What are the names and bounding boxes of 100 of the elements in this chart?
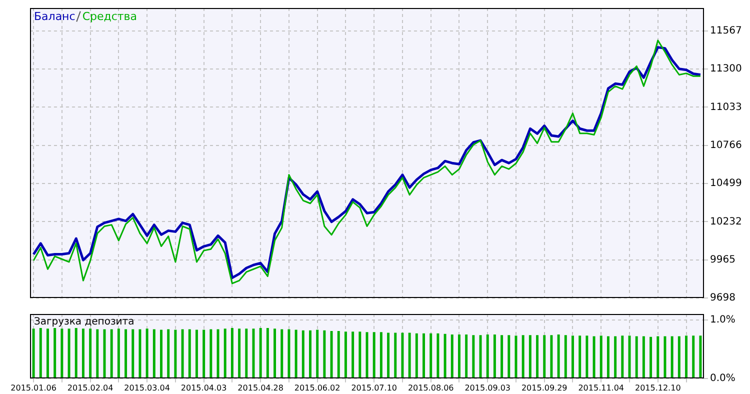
text: Средства (82, 10, 138, 23)
x-tick-label: 2015.03.04 (124, 383, 170, 392)
x-tick-label: 2015.02.04 (67, 383, 114, 392)
bar (692, 336, 695, 378)
y-tick-label: 9965 (710, 254, 736, 266)
bar (68, 328, 70, 378)
x-tick-label: 2015.12.10 (634, 383, 681, 392)
bar (309, 330, 312, 378)
bar (32, 328, 35, 378)
bar (408, 332, 411, 378)
bar (96, 329, 99, 378)
bar (699, 336, 702, 378)
bar (117, 328, 120, 378)
bar (46, 328, 49, 378)
bar (401, 332, 404, 378)
bar (670, 336, 674, 378)
bar (500, 335, 504, 378)
bar (572, 336, 574, 378)
bar (82, 328, 84, 378)
x-tick-label: 2015.06.02 (294, 383, 340, 392)
bar (422, 333, 425, 378)
bar (664, 336, 666, 378)
bar (132, 329, 134, 378)
bar (493, 334, 496, 378)
bar (578, 336, 582, 378)
x-tick-label: 2015.01.06 (10, 383, 56, 392)
bar (330, 330, 333, 378)
bar (557, 334, 560, 378)
bar (302, 330, 304, 378)
bar (181, 329, 184, 378)
bar (635, 336, 638, 378)
y-tick-label: 10232 (710, 216, 742, 228)
bar (274, 328, 276, 378)
x-tick-label: 2015.07.10 (351, 383, 397, 392)
x-tick-label: 2015.09.29 (521, 383, 568, 392)
bar (508, 335, 510, 378)
bar (110, 329, 113, 378)
x-tick-label: 2015.04.03 (180, 383, 227, 392)
bar (372, 332, 376, 378)
y-tick-label: 1.0% (710, 314, 736, 326)
bar (614, 336, 617, 378)
bar (650, 336, 652, 378)
bar (188, 329, 191, 378)
bar (245, 328, 248, 378)
bar (210, 329, 212, 378)
bar (358, 332, 362, 378)
bar (202, 330, 206, 378)
bar (280, 329, 284, 378)
bar (124, 329, 128, 378)
x-tick-label: 2015.11.04 (578, 383, 624, 392)
bar (592, 336, 596, 378)
bar (394, 332, 397, 378)
y-tick-label: 10499 (710, 178, 742, 190)
bar (259, 328, 262, 378)
bar (60, 328, 64, 378)
bar (450, 334, 454, 378)
bar (606, 336, 610, 378)
bar (528, 335, 532, 378)
bar (74, 328, 78, 378)
x-tick-label: 2015.09.03 (464, 383, 511, 392)
bar (465, 334, 468, 378)
bar (294, 330, 298, 378)
bar (458, 334, 460, 378)
y-tick-label: 10766 (710, 140, 742, 151)
bar (564, 335, 567, 378)
bar (138, 329, 142, 378)
bar (195, 330, 198, 378)
bar (152, 329, 156, 378)
bar (479, 335, 482, 378)
bar (160, 330, 162, 378)
bar (600, 336, 602, 378)
bar (146, 328, 148, 378)
bar (543, 335, 546, 378)
bar (522, 335, 524, 378)
bar (550, 335, 553, 378)
bar (230, 328, 234, 378)
bar (472, 335, 475, 378)
bar (238, 328, 241, 378)
chart-title: Загрузка депозита (34, 316, 134, 328)
y-tick-label: 9698 (710, 292, 736, 304)
y-tick-label: 11033 (710, 102, 742, 113)
bar (444, 334, 446, 378)
y-tick-label: 11567 (710, 25, 742, 36)
y-tick-label: 11300 (710, 64, 742, 75)
bar (536, 335, 539, 378)
bar (352, 332, 354, 378)
bar (430, 333, 432, 378)
bar (252, 328, 255, 378)
bar (316, 330, 319, 378)
bar (224, 328, 226, 378)
y-tick-label: 0.0% (710, 372, 736, 384)
bar (656, 336, 660, 378)
bar (323, 330, 326, 378)
bar (415, 333, 418, 378)
bar (54, 328, 56, 378)
bar (380, 332, 382, 378)
x-tick-label: 2015.04.28 (238, 383, 284, 392)
bar (344, 332, 347, 378)
bar (288, 329, 290, 378)
bar (167, 329, 170, 378)
